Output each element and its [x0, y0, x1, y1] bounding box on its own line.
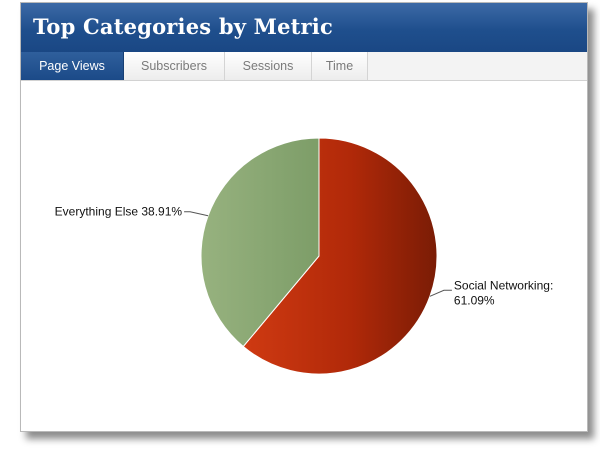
tab-sessions[interactable]: Sessions	[225, 52, 312, 80]
metric-tabs: Page Views Subscribers Sessions Time	[21, 52, 587, 81]
pie-chart: Social Networking:61.09% Everything Else …	[55, 137, 553, 375]
leader-line-social-networking	[429, 289, 452, 297]
label-everything-else: Everything Else 38.91%	[55, 205, 183, 219]
pie-slice-everything-else[interactable]	[200, 137, 320, 348]
tab-subscribers[interactable]: Subscribers	[124, 52, 225, 80]
pie-slice-social-networking[interactable]	[242, 137, 438, 375]
chart-area: Social Networking: 61.09% Everything Else …	[21, 81, 587, 431]
leader-line-everything-else	[184, 211, 209, 217]
widget-title: Top Categories by Metric	[33, 14, 333, 39]
widget-header: Top Categories by Metric	[21, 3, 587, 52]
chart-widget: Top Categories by Metric Page Views Subs…	[20, 2, 588, 432]
label-social-networking: Social Networking:	[454, 278, 553, 292]
label-social-networking-value: 61.09%	[454, 293, 495, 307]
tab-page-views[interactable]: Page Views	[21, 52, 124, 80]
tab-time[interactable]: Time	[312, 52, 368, 80]
